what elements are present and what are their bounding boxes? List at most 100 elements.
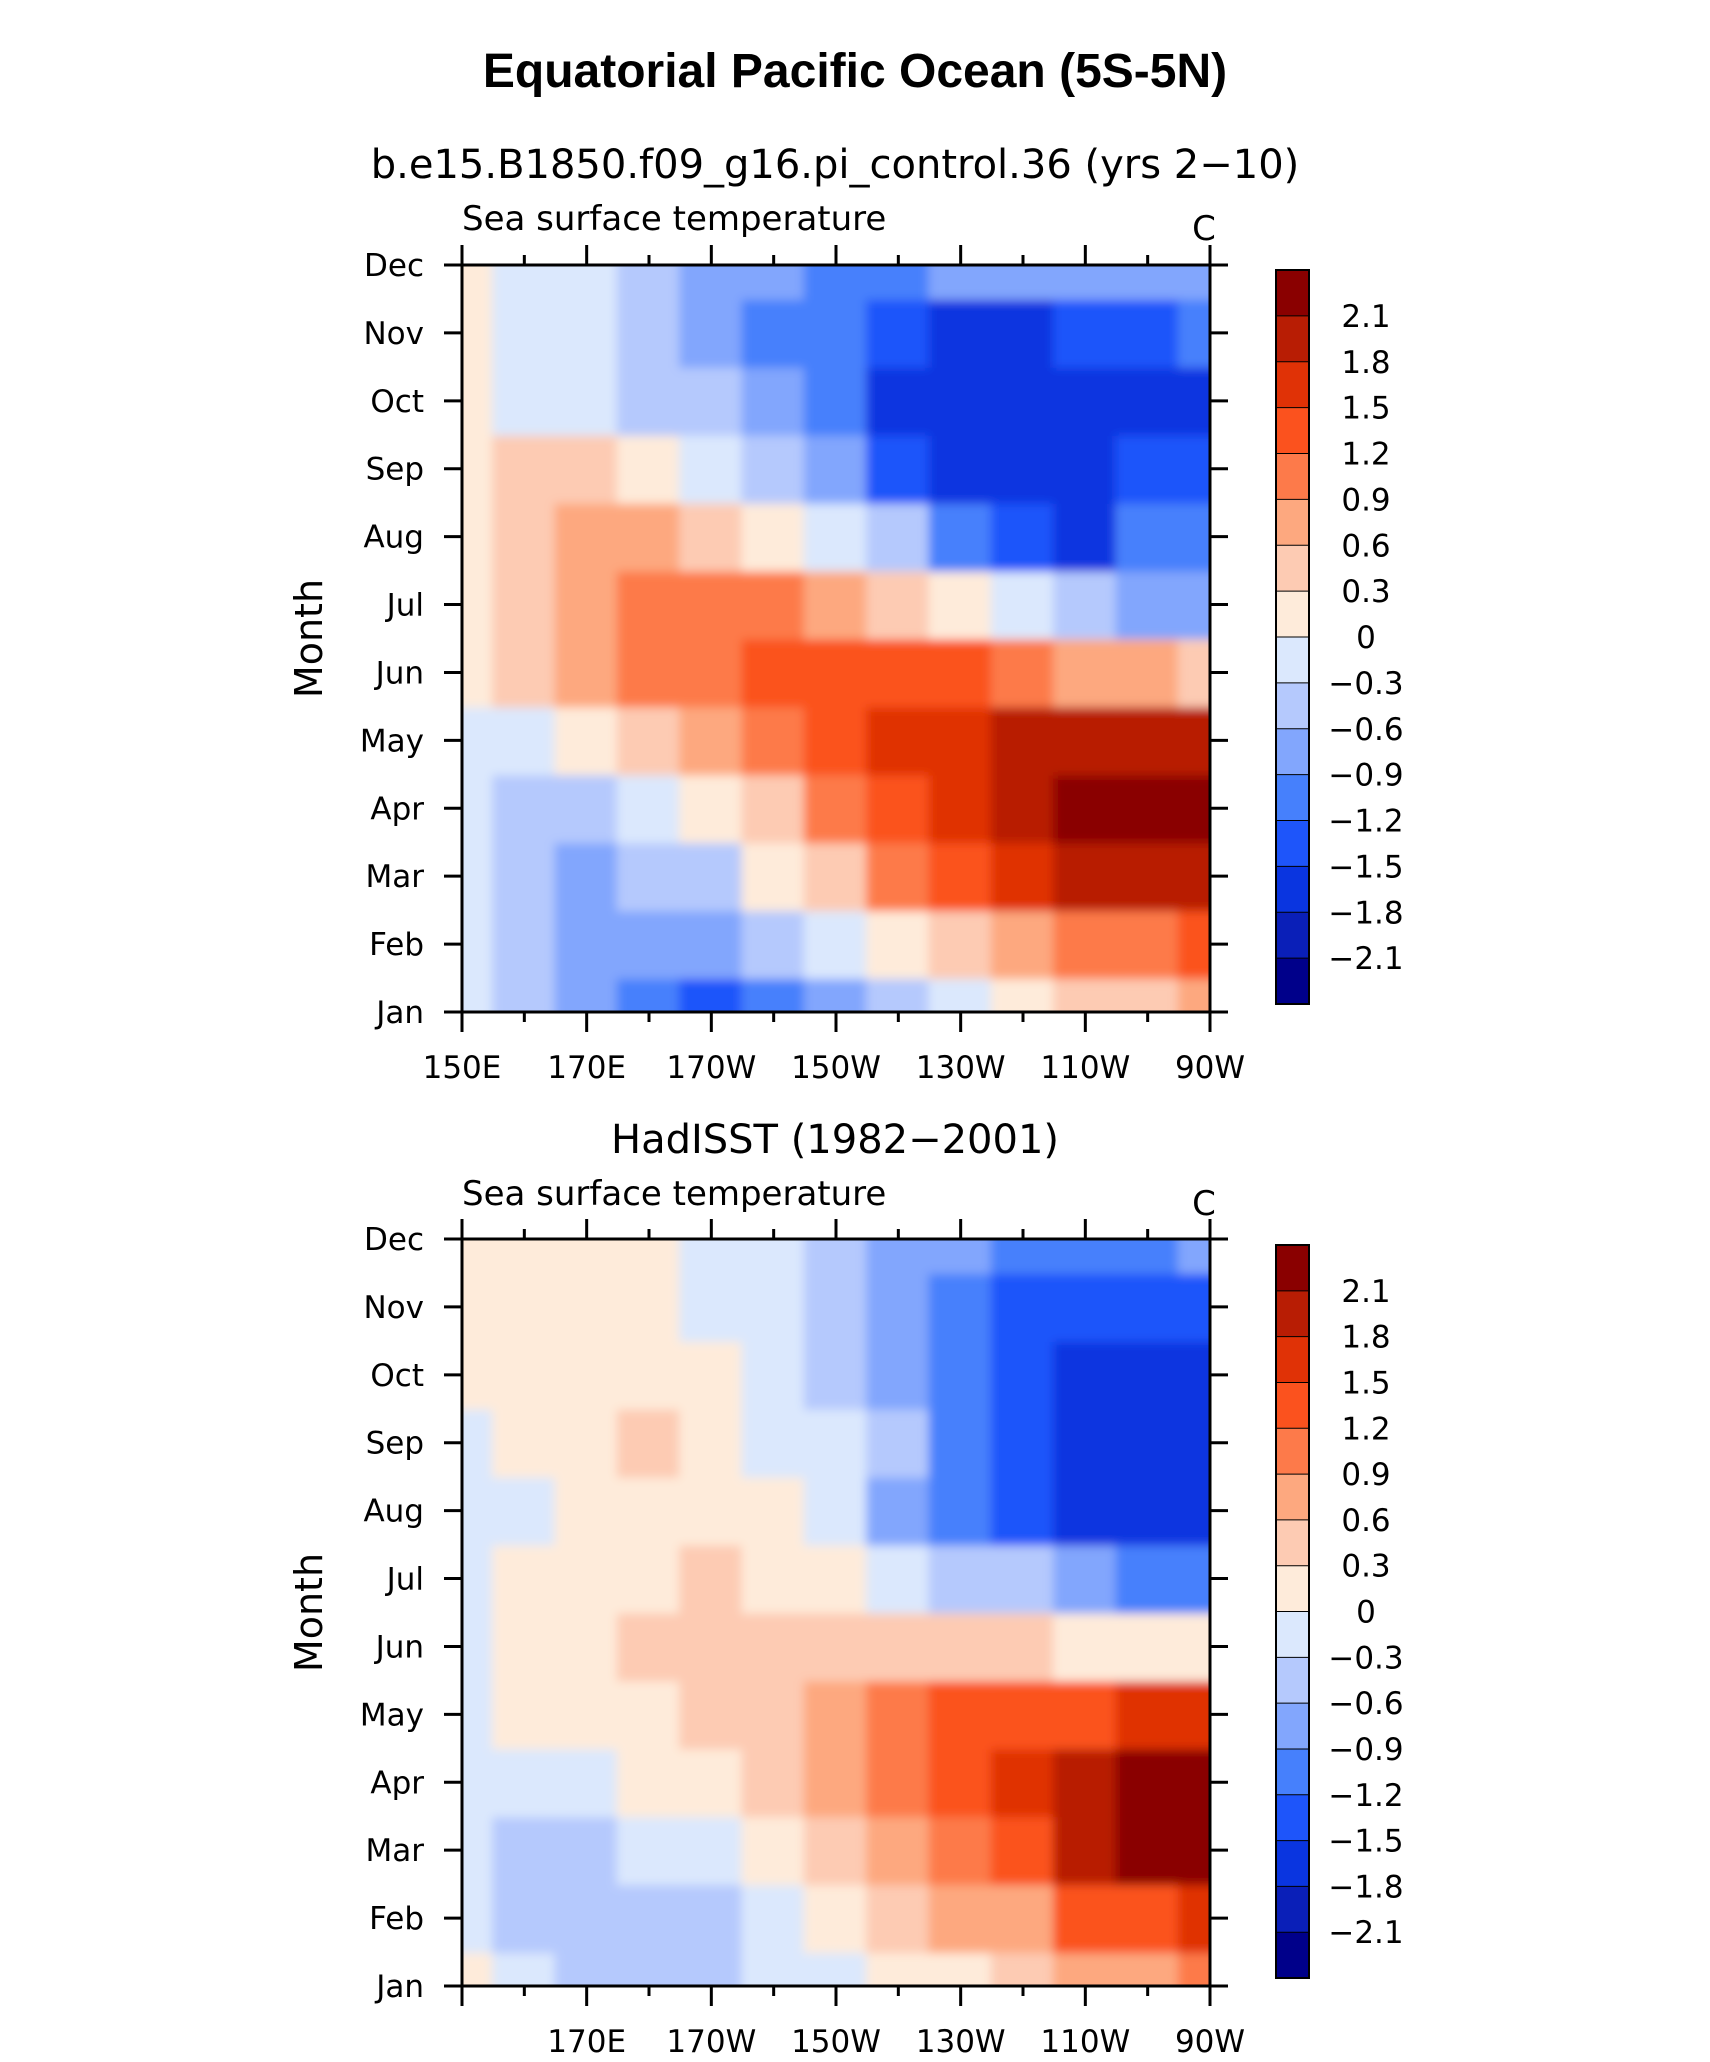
heatmap-cell — [462, 1339, 495, 1410]
heatmap-cell — [741, 1271, 806, 1342]
heatmap-cell — [741, 501, 806, 572]
heatmap-cell — [803, 265, 869, 300]
heatmap-cell — [462, 705, 495, 776]
y-tick-label: Nov — [363, 316, 424, 352]
y-tick-label: Jan — [374, 1969, 424, 2005]
heatmap-cell — [1115, 1271, 1180, 1342]
y-tick-label: May — [360, 1697, 424, 1733]
heatmap-cell — [462, 773, 495, 844]
heatmap-cell — [803, 1951, 869, 1986]
heatmap-cell — [462, 1679, 495, 1750]
heatmap-cell — [492, 773, 557, 844]
heatmap-cell — [679, 1339, 744, 1410]
heatmap-cell — [492, 1239, 557, 1274]
heatmap-cell — [492, 1611, 557, 1682]
heatmap-cell — [1177, 1679, 1210, 1750]
panel-subtitle: Sea surface temperature — [462, 1174, 886, 1214]
heatmap-cell — [616, 909, 682, 980]
colorbar-label: 1.8 — [1341, 1320, 1390, 1356]
colorbar-label: 0.3 — [1341, 1549, 1390, 1585]
heatmap-cell — [554, 1679, 619, 1750]
heatmap-cell — [492, 1747, 557, 1818]
colorbar-label: 1.5 — [1341, 1365, 1390, 1401]
heatmap-cell — [679, 1747, 744, 1818]
heatmap-cell — [928, 1679, 993, 1750]
heatmap-cell — [1177, 841, 1210, 912]
colorbar-box — [1276, 1886, 1309, 1933]
heatmap-cell — [1115, 1407, 1180, 1478]
heatmap-cell — [554, 1747, 619, 1818]
heatmap-cell — [741, 1543, 806, 1614]
heatmap-cell — [492, 569, 557, 640]
heatmap-cell — [1115, 569, 1180, 640]
heatmap-cell — [928, 1271, 993, 1342]
heatmap-cell — [554, 1239, 619, 1274]
heatmap-cell — [803, 433, 869, 504]
heatmap-cell — [1053, 909, 1118, 980]
heatmap-cell — [990, 1543, 1056, 1614]
colorbar-box — [1276, 545, 1309, 592]
heatmap-cell — [492, 1951, 557, 1986]
heatmap-cell — [990, 773, 1056, 844]
heatmap-cell — [1115, 433, 1180, 504]
heatmap-cell — [741, 1747, 806, 1818]
heatmap-cell — [1115, 1339, 1180, 1410]
y-tick-label: Sep — [366, 1426, 424, 1462]
y-tick-label: Oct — [370, 384, 424, 420]
heatmap-cell — [866, 1611, 931, 1682]
heatmap-cell — [492, 297, 557, 368]
heatmap-cell — [866, 1679, 931, 1750]
heatmap-cell — [616, 841, 682, 912]
colorbar-box — [1276, 1748, 1309, 1796]
heatmap-cell — [492, 977, 557, 1012]
heatmap-cell — [990, 1611, 1056, 1682]
heatmap-cell — [741, 1475, 806, 1546]
heatmap-cell — [679, 1407, 744, 1478]
heatmap-cell — [1177, 773, 1210, 844]
y-tick-label: Jan — [374, 995, 424, 1031]
heatmap-cell — [616, 1883, 682, 1954]
heatmap-cell — [866, 365, 931, 436]
heatmap-cell — [554, 841, 619, 912]
colorbar-box — [1276, 1290, 1309, 1338]
colorbar-label: 0.9 — [1341, 482, 1390, 518]
heatmap-cell — [990, 1239, 1056, 1274]
heatmap-cell — [554, 1611, 619, 1682]
heatmap-cell — [866, 1239, 931, 1274]
colorbar-box — [1276, 407, 1309, 454]
colorbar-label: −0.9 — [1328, 1732, 1403, 1768]
y-axis-label: Month — [287, 1553, 331, 1672]
heatmap-cell — [679, 433, 744, 504]
colorbar-label: 0.9 — [1341, 1457, 1390, 1493]
colorbar-label: −0.3 — [1328, 666, 1403, 702]
heatmap-cell — [679, 1611, 744, 1682]
heatmap-cell — [554, 1407, 619, 1478]
heatmap-cell — [616, 1611, 682, 1682]
colorbar-label: 0.3 — [1341, 574, 1390, 610]
heatmap-cell — [990, 1747, 1056, 1818]
heatmap-cell — [492, 705, 557, 776]
chart-panel-2: HadISST (1982−2001) Sea surface temperatu… — [287, 1117, 1404, 2060]
heatmap-cell — [741, 297, 806, 368]
heatmap-cell — [741, 909, 806, 980]
heatmap-cell — [462, 1543, 495, 1614]
heatmap-cell — [1177, 265, 1210, 300]
heatmap-cell — [616, 501, 682, 572]
x-tick-label: 110W — [1040, 2024, 1130, 2060]
heatmap-field — [462, 1239, 1210, 1986]
heatmap-cell — [616, 1407, 682, 1478]
heatmap-cell — [741, 1239, 806, 1274]
chart-panel-1: b.e15.B1850.f09_g16.pi_control.36 (yrs 2… — [287, 142, 1404, 1086]
colorbar-label: 1.2 — [1341, 1411, 1390, 1447]
colorbar-box — [1276, 912, 1309, 959]
heatmap-cell — [462, 1239, 495, 1274]
heatmap-cell — [462, 569, 495, 640]
heatmap-cell — [1177, 365, 1210, 436]
heatmap-cell — [1115, 1747, 1180, 1818]
heatmap-cell — [990, 1883, 1056, 1954]
colorbar-box — [1276, 591, 1309, 638]
heatmap-cell — [1177, 909, 1210, 980]
heatmap-cell — [554, 1475, 619, 1546]
panel-title: HadISST (1982−2001) — [611, 1117, 1059, 1163]
